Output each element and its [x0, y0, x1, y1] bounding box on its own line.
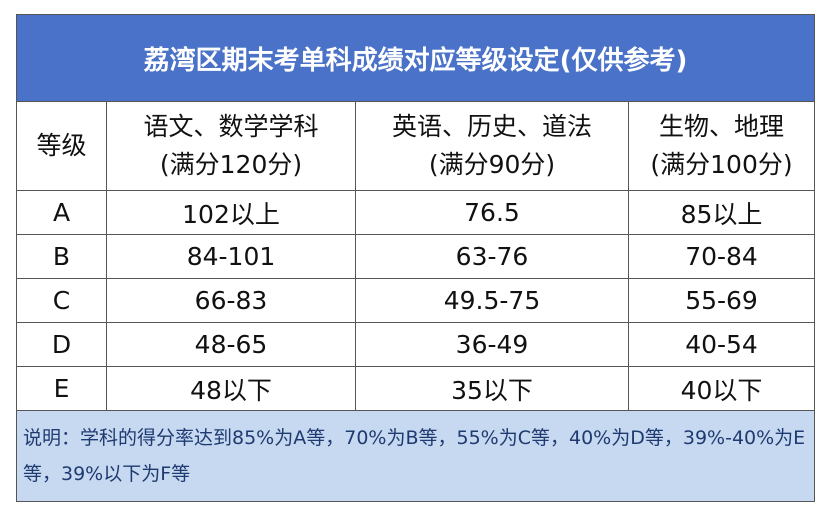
header-line: (满分120分) [159, 150, 303, 179]
note: 说明：学科的得分率达到85%为A等，70%为B等，55%为C等，40%为D等，3… [15, 410, 816, 502]
grade-cell: E [16, 366, 107, 411]
grade-table-card: 荔湾区期末考单科成绩对应等级设定(仅供参考) 等级 语文、数学学科 (满分120分)… [15, 14, 816, 502]
data-row: A 102以上 76.5 85以上 [16, 190, 816, 235]
header-cell: 生物、地理 (满分100分) [627, 101, 816, 191]
header-row: 等级 语文、数学学科 (满分120分) 英语、历史、道法 (满分90分) 生物、地理 (满分… [16, 101, 816, 191]
score-cell: 35以下 [355, 366, 629, 411]
score-cell: 84-101 [106, 234, 356, 279]
header-line: (满分100分) [650, 150, 793, 179]
data-row: B 84-101 63-76 70-84 [16, 234, 816, 279]
score-cell: 70-84 [627, 234, 816, 279]
score-cell: 48-65 [106, 322, 356, 367]
score-cell: 85以上 [627, 190, 816, 235]
header-cell: 语文、数学学科 (满分120分) [106, 101, 356, 191]
data-row: C 66-83 49.5-75 55-69 [16, 278, 816, 323]
score-cell: 40-54 [627, 322, 816, 367]
header-line: 等级 [36, 131, 87, 160]
header-cell: 英语、历史、道法 (满分90分) [355, 101, 629, 191]
score-cell: 40以下 [627, 366, 816, 411]
score-cell: 49.5-75 [355, 278, 629, 323]
score-cell: 48以下 [106, 366, 356, 411]
header-line: 生物、地理 [659, 112, 785, 141]
score-cell: 102以上 [106, 190, 356, 235]
data-row: D 48-65 36-49 40-54 [16, 322, 816, 367]
header-line: (满分90分) [428, 150, 556, 179]
grade-cell: A [16, 190, 107, 235]
header-line: 英语、历史、道法 [391, 112, 592, 141]
grade-cell: C [16, 278, 107, 323]
grade-cell: D [16, 322, 107, 367]
title: 荔湾区期末考单科成绩对应等级设定(仅供参考) [15, 14, 816, 102]
header-line: 语文、数学学科 [143, 112, 319, 141]
score-cell: 36-49 [355, 322, 629, 367]
score-cell: 66-83 [106, 278, 356, 323]
header-cell: 等级 [16, 101, 107, 191]
score-cell: 55-69 [627, 278, 816, 323]
score-cell: 63-76 [355, 234, 629, 279]
grade-cell: B [16, 234, 107, 279]
score-cell: 76.5 [355, 190, 629, 235]
note-row: 说明：学科的得分率达到85%为A等，70%为B等，55%为C等，40%为D等，3… [15, 410, 816, 502]
grade-table: 荔湾区期末考单科成绩对应等级设定(仅供参考) 等级 语文、数学学科 (满分120分)… [15, 14, 816, 502]
data-row: E 48以下 35以下 40以下 [16, 366, 816, 411]
